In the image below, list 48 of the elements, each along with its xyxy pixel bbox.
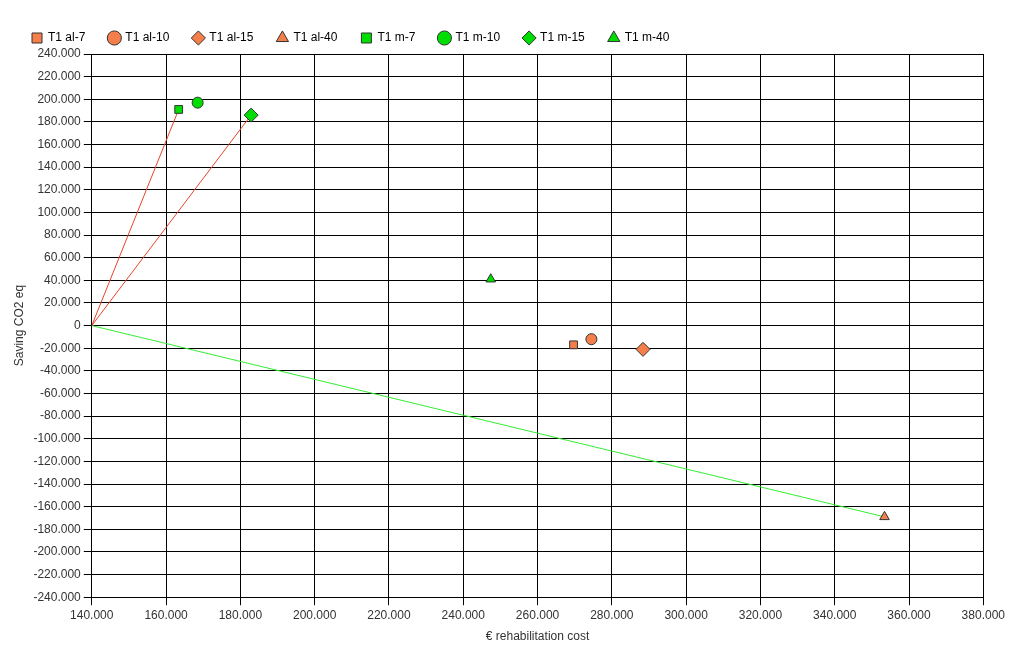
- x-tick-label: 380.000: [961, 607, 1006, 622]
- y-tick-label: 20.000: [44, 295, 82, 310]
- y-tick-label: -200.000: [33, 544, 82, 559]
- legend-label: T1 m-40: [624, 30, 670, 45]
- y-tick-label: 200.000: [37, 91, 82, 106]
- x-tick-label: 320.000: [738, 607, 783, 622]
- legend-label: T1 m-7: [377, 30, 416, 45]
- y-tick-label: -100.000: [33, 431, 82, 446]
- y-tick-label: 160.000: [37, 136, 82, 151]
- legend-label: T1 al-15: [209, 30, 254, 45]
- x-axis-title: € rehabilitation cost: [485, 629, 590, 644]
- legend-label: T1 al-10: [125, 30, 170, 45]
- x-tick-label: 240.000: [441, 607, 486, 622]
- x-tick-label: 140.000: [70, 607, 114, 622]
- y-axis-title: Saving CO2 eq: [11, 284, 26, 367]
- y-tick-label: 140.000: [37, 159, 82, 174]
- y-tick-label: 60.000: [44, 250, 82, 265]
- x-tick-label: 300.000: [664, 607, 709, 622]
- x-tick-label: 260.000: [515, 607, 560, 622]
- y-tick-label: -160.000: [33, 498, 82, 513]
- y-tick-label: -60.000: [40, 385, 82, 400]
- x-tick-label: 220.000: [367, 607, 411, 622]
- x-tick-label: 280.000: [590, 607, 634, 622]
- y-tick-label: 40.000: [44, 272, 82, 287]
- y-tick-label: 240.000: [37, 46, 82, 61]
- y-tick-label: 120.000: [37, 182, 82, 197]
- y-tick-label: -140.000: [33, 476, 82, 491]
- x-tick-label: 340.000: [813, 607, 857, 622]
- y-tick-label: -80.000: [40, 408, 82, 423]
- x-tick-label: 360.000: [887, 607, 932, 622]
- y-tick-label: 80.000: [44, 227, 82, 242]
- x-tick-label: 200.000: [292, 607, 337, 622]
- legend-label: T1 al-40: [293, 30, 338, 45]
- legend-label: T1 al-7: [48, 30, 86, 45]
- y-tick-label: -40.000: [40, 363, 82, 378]
- y-tick-label: -120.000: [33, 453, 82, 468]
- y-tick-label: -240.000: [33, 589, 82, 604]
- y-tick-label: 220.000: [37, 68, 82, 83]
- legend-label: T1 m-15: [540, 30, 586, 45]
- y-tick-label: -180.000: [33, 521, 82, 536]
- y-tick-label: -20.000: [40, 340, 82, 355]
- x-tick-label: 180.000: [218, 607, 263, 622]
- legend-label: T1 m-10: [455, 30, 501, 45]
- y-tick-label: -220.000: [33, 566, 82, 581]
- y-tick-label: 100.000: [37, 204, 82, 219]
- y-tick-label: 180.000: [37, 114, 82, 129]
- x-tick-label: 160.000: [144, 607, 189, 622]
- y-tick-label: 0: [74, 317, 82, 332]
